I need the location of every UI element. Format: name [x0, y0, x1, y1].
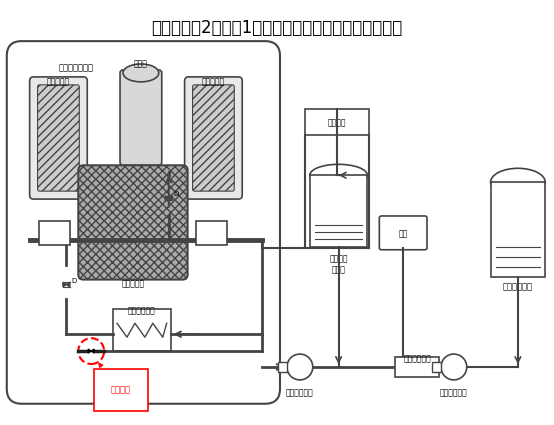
- Ellipse shape: [123, 64, 159, 82]
- Polygon shape: [88, 349, 91, 353]
- Bar: [278, 362, 287, 372]
- Text: 伊方発電所2号機　1次冷却水充てん・抽出概略系統図: 伊方発電所2号機 1次冷却水充てん・抽出概略系統図: [151, 19, 403, 37]
- Polygon shape: [165, 196, 169, 201]
- Text: ほう酸混合器: ほう酸混合器: [403, 354, 431, 363]
- Text: 当該箇所: 当該箇所: [99, 364, 131, 395]
- Text: 1次冷却材ポンプ: 1次冷却材ポンプ: [196, 220, 228, 227]
- Text: 1次冷却材ポンプ: 1次冷却材ポンプ: [38, 220, 70, 227]
- Bar: [432, 362, 441, 372]
- Polygon shape: [169, 196, 172, 201]
- Bar: [113, 309, 171, 351]
- FancyBboxPatch shape: [38, 85, 79, 191]
- Text: 原子炉格納容器: 原子炉格納容器: [59, 63, 94, 72]
- FancyBboxPatch shape: [39, 221, 70, 245]
- Polygon shape: [63, 282, 66, 287]
- Circle shape: [287, 354, 313, 380]
- FancyBboxPatch shape: [379, 216, 427, 250]
- Bar: [305, 109, 370, 135]
- Polygon shape: [91, 349, 94, 353]
- FancyBboxPatch shape: [78, 165, 188, 280]
- FancyBboxPatch shape: [196, 221, 227, 245]
- Polygon shape: [66, 282, 70, 287]
- FancyBboxPatch shape: [184, 77, 242, 199]
- Text: 純水: 純水: [398, 230, 408, 238]
- Text: 蒸気発生器: 蒸気発生器: [47, 77, 70, 86]
- Text: ほう酸ポンプ: ほう酸ポンプ: [440, 389, 468, 398]
- Text: 加圧器: 加圧器: [134, 59, 148, 68]
- Ellipse shape: [310, 164, 367, 186]
- Text: 原子炉容器: 原子炉容器: [121, 280, 145, 289]
- Text: 浄化設備: 浄化設備: [328, 118, 346, 127]
- Text: ほう酸タンク: ほう酸タンク: [503, 283, 533, 292]
- Ellipse shape: [491, 168, 545, 196]
- FancyBboxPatch shape: [29, 77, 87, 199]
- Text: 体積制御
タンク: 体積制御 タンク: [329, 255, 348, 274]
- Text: D: D: [71, 278, 76, 283]
- FancyBboxPatch shape: [193, 85, 234, 191]
- Text: D: D: [174, 191, 179, 197]
- Circle shape: [441, 354, 467, 380]
- Text: 蒸気発生器: 蒸気発生器: [202, 77, 225, 86]
- FancyBboxPatch shape: [120, 70, 162, 165]
- Bar: [395, 357, 439, 377]
- Text: 再生熱交換器: 再生熱交換器: [128, 306, 156, 315]
- Bar: [310, 175, 367, 247]
- Text: 充てんポンプ: 充てんポンプ: [286, 389, 314, 398]
- Bar: [491, 182, 545, 277]
